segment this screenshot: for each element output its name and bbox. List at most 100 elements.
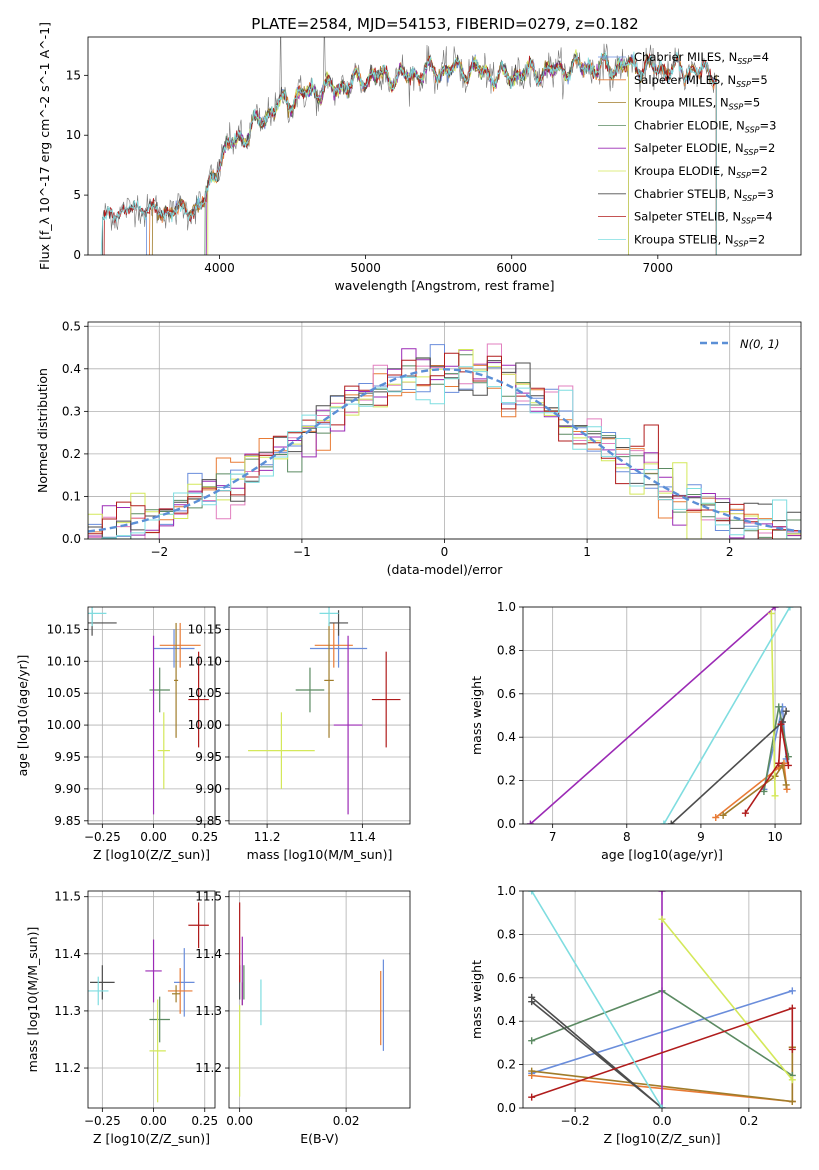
x-tick-label: 2 — [726, 545, 734, 559]
x-tick-label: −0.25 — [84, 1114, 121, 1128]
axes-frame — [228, 606, 411, 825]
weight-marker-krou_elodie — [658, 915, 666, 923]
weight-marker-krou_stelib — [660, 820, 668, 824]
y-tick-label: 0 — [73, 248, 81, 262]
y-tick-label: 10.05 — [188, 686, 222, 700]
errorbar-chab_elodie — [149, 996, 170, 1043]
residual-histogram-krou_stelib — [88, 366, 801, 539]
legend-label-normal: N(0, 1) — [740, 337, 780, 351]
y-tick-label: 0.2 — [497, 774, 516, 788]
errorbar-krou_elodie — [157, 712, 170, 789]
weight-marker-krou_miles — [788, 1097, 796, 1105]
weight-marker-salp_stelib — [528, 1093, 536, 1101]
errorbar-krou_stelib — [88, 976, 109, 1006]
plot-area — [526, 607, 794, 824]
plot-area — [88, 607, 209, 815]
axes-residuals: −2 −1 0 1 2 0.0 0.1 0.2 0.3 0.4 0.5 (data-model)/er… — [35, 319, 802, 577]
weight-marker-salp_elodie — [658, 891, 666, 895]
weight-marker-chab_miles — [788, 987, 796, 995]
y-tick-label: 0.3 — [62, 404, 81, 418]
errorbar-chab_miles — [174, 948, 195, 1017]
errorbar-krou_miles — [174, 622, 179, 738]
y-tick-label: 10.00 — [47, 718, 81, 732]
y-tick-label: 0.4 — [497, 1014, 516, 1028]
weight-marker-salp_stelib — [788, 1045, 796, 1053]
errorbar-krou_miles — [324, 622, 334, 738]
figure-title: PLATE=2584, MJD=54153, FIBERID=0279, z=0… — [251, 15, 638, 33]
y-tick-label: 9.95 — [195, 750, 222, 764]
errorbar-salp_miles — [314, 622, 353, 668]
y-tick-label: 15 — [66, 68, 81, 82]
y-tick-label: 1.0 — [497, 884, 516, 898]
legend-label-krou_stelib: Kroupa STELIB, NSSP=2 — [634, 232, 765, 248]
y-tick-label: 0.2 — [497, 1058, 516, 1072]
weight-line-salp_stelib — [744, 724, 790, 814]
weight-line-krou_stelib — [663, 607, 791, 824]
y-tick-label: 0.5 — [62, 319, 81, 333]
legend-label-chab_miles: Chabrier MILES, NSSP=4 — [634, 50, 769, 66]
errorbar-chab_elodie — [149, 667, 170, 713]
y-tick-label: 9.85 — [195, 814, 222, 828]
x-tick-label: 0.00 — [140, 830, 167, 844]
y-tick-label: 0.6 — [497, 687, 516, 701]
y-tick-label: 10.05 — [47, 686, 81, 700]
legend-label-salp_stelib: Salpeter STELIB, NSSP=4 — [634, 210, 773, 226]
weight-line-salp_elodie — [529, 607, 776, 824]
y-axis-label: Flux [f_λ 10^-17 erg cm^-2 s^-1 A^-1] — [37, 22, 52, 270]
errorbar-krou_stelib — [319, 607, 339, 627]
errorbar-salp_stelib — [371, 651, 401, 748]
y-tick-label: 10.00 — [188, 718, 222, 732]
axes-frame — [87, 321, 802, 540]
errorbar-salp_stelib — [188, 902, 209, 949]
y-tick-label: 0.0 — [497, 1101, 516, 1115]
x-tick-label: 11.4 — [349, 830, 376, 844]
y-axis-label: mass weight — [469, 960, 484, 1039]
legend-label-chab_stelib: Chabrier STELIB, NSSP=3 — [634, 187, 774, 203]
weight-marker-krou_elodie — [767, 610, 775, 618]
errorbar-krou_miles — [171, 985, 181, 1003]
y-axis-label: Normed distribution — [35, 368, 50, 493]
x-tick-label: 0.00 — [140, 1114, 167, 1128]
y-tick-label: 11.2 — [195, 1061, 222, 1075]
errorbar-chab_stelib — [329, 610, 349, 636]
weight-marker-krou_miles — [719, 811, 727, 819]
weight-marker-krou_miles — [528, 1067, 536, 1075]
errorbar-salp_elodie — [333, 635, 363, 815]
plot-area — [88, 902, 209, 1103]
errorbar-chab_stelib — [90, 965, 115, 1000]
y-tick-label: 0.8 — [497, 927, 516, 941]
y-tick-label: 10.15 — [47, 622, 81, 636]
x-tick-label: −1 — [293, 545, 311, 559]
x-tick-label: 0.00 — [226, 1114, 253, 1128]
y-tick-label: 11.4 — [195, 947, 222, 961]
axes-mass_vs_Z: −0.25 0.00 0.25 11.2 11.3 11.4 11.5 Z [log10(Z/… — [25, 890, 218, 1146]
weight-marker-chab_stelib — [667, 820, 675, 824]
axes-mass_vs_ebv: 0.00 0.02 11.2 11.3 11.4 11.5 E(B-V) — [195, 890, 411, 1146]
x-axis-label: (data-model)/error — [387, 562, 504, 577]
legend-label-salp_miles: Salpeter MILES, NSSP=5 — [634, 73, 768, 89]
weight-marker-salp_stelib — [788, 1004, 796, 1012]
weight-marker-salp_stelib — [784, 761, 792, 769]
y-tick-label: 9.95 — [54, 750, 81, 764]
weight-marker-chab_stelib — [782, 707, 790, 715]
y-tick-label: 10.10 — [47, 654, 81, 668]
x-axis-label: E(B-V) — [300, 1131, 339, 1146]
plot-area — [239, 902, 384, 1097]
x-axis-label: mass [log10(M/M_sun)] — [247, 847, 393, 862]
x-tick-label: 8 — [623, 830, 631, 844]
x-tick-label: −2 — [150, 545, 168, 559]
y-tick-label: 1.0 — [497, 600, 516, 614]
x-tick-label: 0 — [441, 545, 449, 559]
y-tick-label: 0.0 — [62, 532, 81, 546]
x-tick-label: 0.2 — [739, 1114, 758, 1128]
x-axis-label: Z [log10(Z/Z_sun)] — [93, 847, 210, 862]
x-tick-label: 0.25 — [191, 1114, 218, 1128]
weight-marker-krou_elodie — [788, 1076, 796, 1084]
y-tick-label: 9.90 — [195, 782, 222, 796]
y-tick-label: 11.5 — [195, 890, 222, 904]
y-tick-label: 11.4 — [54, 947, 81, 961]
axes-frame — [87, 36, 802, 256]
weight-marker-chab_elodie — [760, 787, 768, 795]
y-tick-label: 9.85 — [54, 814, 81, 828]
